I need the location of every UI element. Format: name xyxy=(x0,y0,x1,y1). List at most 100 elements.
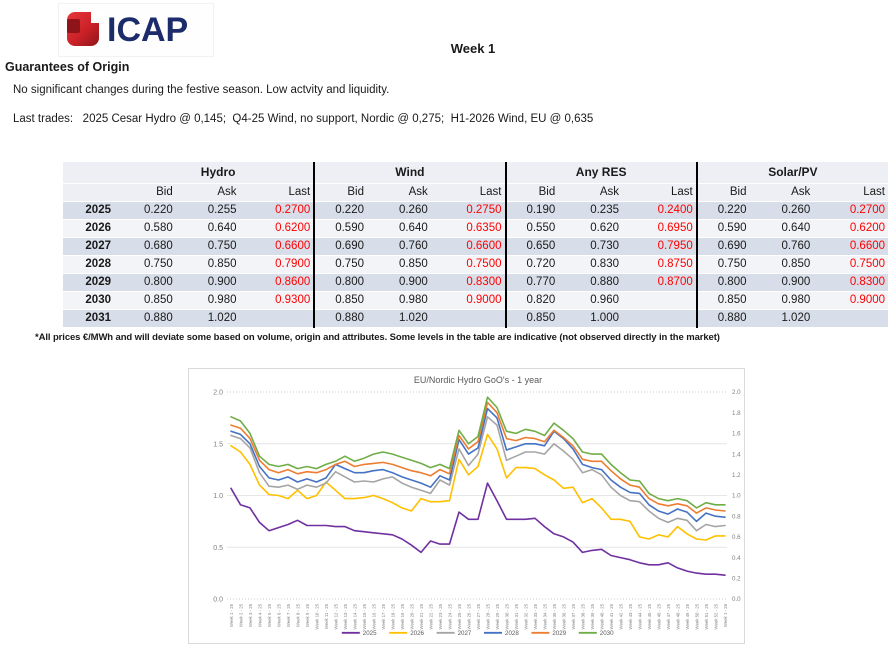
legend-label-2025: 2025 xyxy=(363,630,377,637)
price-cell: 0.750 xyxy=(695,255,761,274)
x-axis-label: Week 2 - 25 xyxy=(238,603,243,627)
chart-container: EU/Nordic Hydro GoO's - 1 year 2.0 1.5 1.0 0… xyxy=(188,368,745,644)
x-axis-label: Week 52 - 25 xyxy=(713,603,718,629)
table-row: 2030 0.850 0.980 0.9300 0.850 0.980 0.9000 0.82… xyxy=(63,291,889,310)
x-axis-label: Week 38 - 25 xyxy=(580,603,585,629)
legend-label-2026: 2026 xyxy=(410,630,424,637)
x-axis-label: Week 41 - 25 xyxy=(609,603,614,629)
last-price-cell xyxy=(633,309,697,328)
last-price-cell: 0.6200 xyxy=(250,219,315,238)
last-price-cell: 0.9300 xyxy=(250,291,315,310)
table-row: 2031 0.880 1.020 0.880 1.020 0.850 1.000 0.880 1… xyxy=(63,309,889,328)
last-price-cell: 0.6600 xyxy=(441,237,506,256)
last-price-cell xyxy=(250,309,315,328)
price-cell: 0.590 xyxy=(313,219,378,238)
y-axis-tick-right: 1.8 xyxy=(732,410,741,417)
year-cell: 2029 xyxy=(63,273,123,292)
price-cell: 0.690 xyxy=(695,237,761,256)
x-axis-label: Week 46 - 25 xyxy=(656,603,661,629)
y-axis-tick-right: 0.8 xyxy=(732,513,741,520)
week-title: Week 1 xyxy=(450,41,496,56)
last-price-cell: 0.2700 xyxy=(824,201,889,220)
x-axis-label: Week 22 - 25 xyxy=(428,603,433,629)
x-axis-label: Week 13 - 25 xyxy=(343,603,348,629)
year-col-subheader xyxy=(63,183,123,202)
last-trades-text: Last trades: 2025 Cesar Hydro @ 0,145; Q… xyxy=(13,113,594,125)
year-cell: 2030 xyxy=(63,291,123,310)
hydro-goos-chart: EU/Nordic Hydro GoO's - 1 year 2.0 1.5 1.0 0… xyxy=(213,375,741,637)
price-cell: 0.620 xyxy=(569,219,633,238)
prices-table: Hydro Wind Any RES Solar/PV Bid Ask Last… xyxy=(63,162,889,328)
x-axis-label: Week 19 - 25 xyxy=(400,603,405,629)
last-price-cell: 0.6600 xyxy=(824,237,889,256)
x-axis-label: Week 37 - 25 xyxy=(571,603,576,629)
last-price-cell xyxy=(824,309,889,328)
last-price-cell: 0.8600 xyxy=(250,273,315,292)
legend-label-2030: 2030 xyxy=(600,630,614,637)
col-header-last: Last xyxy=(441,183,506,202)
price-cell: 0.750 xyxy=(123,255,187,274)
last-price-cell: 0.2700 xyxy=(250,201,315,220)
x-axis-label: Week 9 - 25 xyxy=(305,603,310,627)
y-axis-tick-right: 1.2 xyxy=(732,472,741,479)
icap-logo: ICAP xyxy=(58,3,214,57)
y-axis-tick-left: 0.0 xyxy=(213,597,223,604)
y-axis-tick-right: 1.4 xyxy=(732,451,741,458)
price-cell: 0.220 xyxy=(695,201,761,220)
price-cell: 0.640 xyxy=(186,219,251,238)
x-axis-label: Week 49 - 25 xyxy=(685,603,690,629)
group-header-any-res: Any RES xyxy=(504,162,697,184)
x-axis-label: Week 40 - 25 xyxy=(599,603,604,629)
price-cell: 0.960 xyxy=(569,291,633,310)
table-row: 2028 0.750 0.850 0.7900 0.750 0.850 0.7500 0.72… xyxy=(63,255,889,274)
table-footnote: *All prices €/MWh and will deviate some … xyxy=(35,332,720,343)
y-axis-tick-right: 2.0 xyxy=(732,389,741,396)
price-cell: 0.730 xyxy=(569,237,633,256)
y-axis-tick-left: 0.5 xyxy=(213,545,223,552)
chart-line-2026 xyxy=(230,433,726,541)
year-cell: 2028 xyxy=(63,255,123,274)
price-cell: 0.880 xyxy=(123,309,187,328)
y-axis-tick-right: 1.6 xyxy=(732,431,741,438)
x-axis-label: Week 16 - 25 xyxy=(371,603,376,629)
price-cell: 0.800 xyxy=(695,273,761,292)
price-cell: 0.850 xyxy=(123,291,187,310)
price-cell: 0.980 xyxy=(760,291,825,310)
x-axis-label: Week 42 - 25 xyxy=(618,603,623,629)
x-axis-label: Week 45 - 25 xyxy=(647,603,652,629)
icap-logo-text: ICAP xyxy=(107,11,189,49)
year-col-header xyxy=(63,162,123,184)
section-title: Guarantees of Origin xyxy=(5,60,130,74)
price-cell: 0.900 xyxy=(378,273,442,292)
price-cell: 0.900 xyxy=(760,273,825,292)
price-cell: 0.980 xyxy=(186,291,251,310)
price-cell: 0.850 xyxy=(313,291,378,310)
last-price-cell: 0.2400 xyxy=(633,201,697,220)
x-axis-label: Week 11 - 25 xyxy=(324,603,329,629)
x-axis-label: Week 15 - 25 xyxy=(362,603,367,629)
price-cell: 0.680 xyxy=(123,237,187,256)
x-axis-label: Week 26 - 25 xyxy=(466,603,471,629)
last-price-cell: 0.6350 xyxy=(441,219,506,238)
x-axis-label: Week 7 - 25 xyxy=(286,603,291,627)
price-cell: 0.850 xyxy=(760,255,825,274)
price-cell: 0.640 xyxy=(378,219,442,238)
x-axis-label: Week 3 - 25 xyxy=(248,603,253,627)
x-axis-label: Week 33 - 25 xyxy=(533,603,538,629)
price-cell: 0.820 xyxy=(504,291,570,310)
x-axis-label: Week 24 - 25 xyxy=(447,603,452,629)
x-axis-label: Week 51 - 25 xyxy=(704,603,709,629)
price-cell: 0.980 xyxy=(378,291,442,310)
price-cell: 0.220 xyxy=(123,201,187,220)
x-axis-label: Week 18 - 25 xyxy=(390,603,395,629)
price-cell: 0.220 xyxy=(313,201,378,220)
col-header-bid: Bid xyxy=(695,183,761,202)
chart-line-2025 xyxy=(230,482,726,576)
legend-label-2027: 2027 xyxy=(458,630,472,637)
last-price-cell xyxy=(441,309,506,328)
price-cell: 0.880 xyxy=(569,273,633,292)
x-axis-label: Week 47 - 25 xyxy=(666,603,671,629)
y-axis-tick-right: 0.4 xyxy=(732,555,741,562)
col-header-ask: Ask xyxy=(186,183,251,202)
price-cell: 0.760 xyxy=(378,237,442,256)
